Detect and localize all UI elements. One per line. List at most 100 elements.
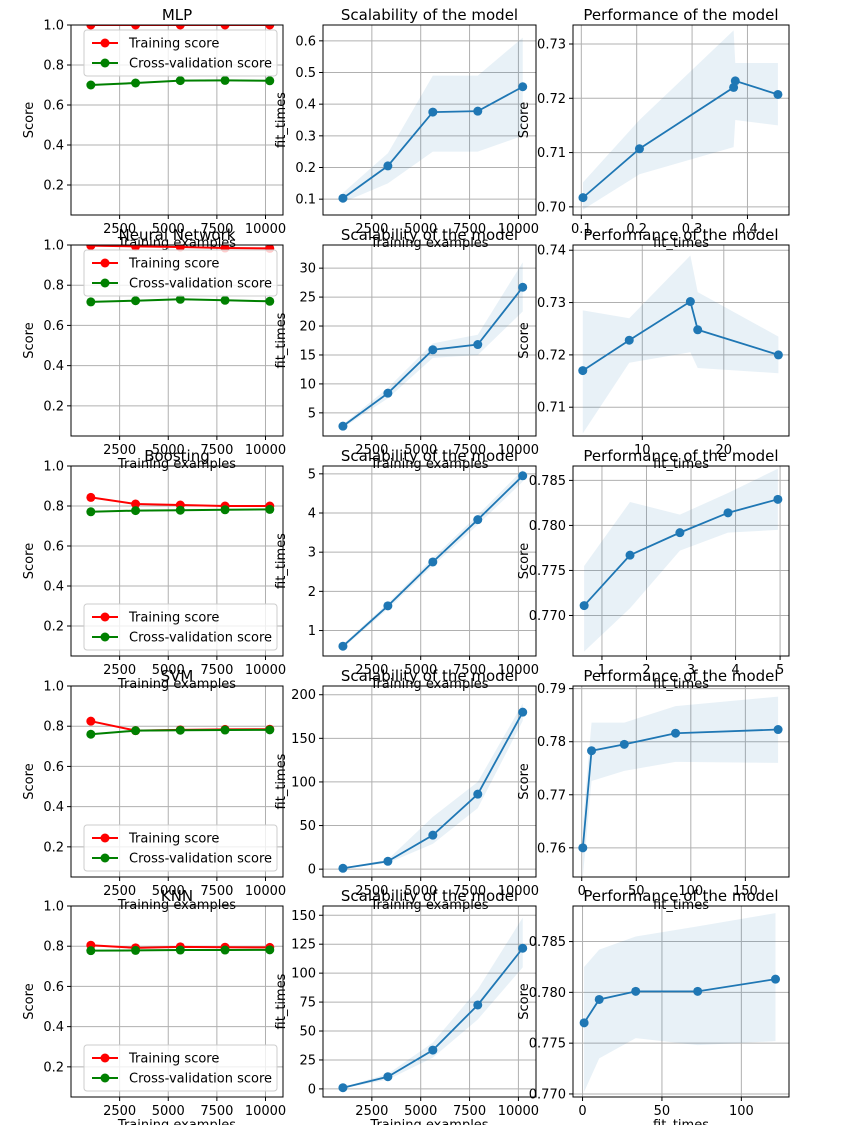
y-tick-label: 1 — [308, 624, 316, 639]
legend-marker — [100, 278, 110, 288]
legend-label: Training score — [128, 832, 219, 847]
data-point — [131, 296, 141, 306]
x-axis-label: Training examples — [369, 457, 488, 472]
x-tick-label: 10000 — [245, 222, 286, 237]
x-tick-label: 0 — [578, 884, 586, 899]
data-point — [473, 106, 483, 116]
x-tick-label: 7500 — [453, 222, 486, 237]
panel-title: Performance of the model — [583, 447, 778, 465]
y-axis-label: Score — [517, 763, 532, 799]
data-point — [338, 641, 348, 651]
y-tick-label: 30 — [299, 262, 316, 277]
x-tick-label: 0.4 — [737, 222, 758, 237]
y-tick-label: 5 — [308, 467, 316, 482]
panel-learning-2: 2500 5000 7500 10000 0.2 0.4 0.6 0.8 1.0 Training… — [22, 447, 286, 692]
data-point — [131, 506, 141, 516]
x-tick-label: 2500 — [103, 1104, 136, 1119]
legend-label: Cross-validation score — [129, 852, 272, 867]
y-axis-label: fit_times — [274, 92, 289, 148]
confidence-band — [342, 703, 523, 869]
data-point — [587, 746, 597, 756]
plot-area — [86, 492, 275, 517]
data-point — [634, 144, 644, 154]
axes-frame — [70, 905, 284, 1098]
data-point — [619, 739, 629, 749]
y-tick-label: 0.4 — [43, 580, 64, 595]
x-tick-label: 150 — [733, 884, 758, 899]
x-axis-label: Training examples — [117, 677, 236, 692]
data-point — [131, 499, 141, 509]
data-point — [86, 25, 96, 30]
data-point — [631, 986, 641, 996]
x-tick-label: 5000 — [404, 1104, 437, 1119]
data-point — [131, 78, 141, 88]
y-tick-label: 0.8 — [43, 940, 64, 955]
data-point — [383, 601, 393, 611]
axes-frame — [322, 905, 537, 1098]
data-point — [578, 843, 588, 853]
y-tick-label: 3 — [308, 546, 316, 561]
x-tick-label: 2 — [642, 663, 650, 678]
plot-area — [579, 913, 780, 1092]
axes-frame — [70, 244, 284, 437]
panel-learning-3: 2500 5000 7500 10000 0.2 0.4 0.6 0.8 1.0 Training… — [22, 667, 286, 913]
data-point — [86, 729, 96, 739]
y-tick-label: 0.780 — [529, 519, 566, 534]
y-tick-label: 0.2 — [295, 161, 316, 176]
panel-performance-0: 0.1 0.2 0.3 0.4 0.70 0.71 0.72 0.73 fit_times Sco… — [517, 6, 790, 251]
y-tick-label: 75 — [299, 996, 316, 1011]
data-point — [579, 601, 589, 611]
data-point — [86, 946, 96, 956]
y-axis-label: Score — [517, 322, 532, 358]
x-tick-label: 10000 — [498, 884, 539, 899]
legend: Training score Cross-validation score — [83, 1044, 278, 1092]
data-point — [265, 25, 275, 30]
x-axis-label: fit_times — [653, 1118, 709, 1125]
data-point — [773, 89, 783, 99]
data-point — [578, 193, 588, 203]
data-point — [338, 421, 348, 431]
x-tick-label: 7500 — [200, 663, 233, 678]
panel-title: Boosting — [144, 447, 210, 465]
y-tick-label: 0.73 — [537, 296, 566, 311]
y-axis-label: Score — [22, 322, 37, 358]
panel-title: SVM — [161, 667, 194, 685]
y-tick-label: 0.3 — [295, 129, 316, 144]
x-tick-label: 5000 — [152, 663, 185, 678]
legend-marker — [100, 258, 110, 268]
data-point — [338, 863, 348, 873]
legend-label: Cross-validation score — [129, 277, 272, 292]
y-tick-label: 1.0 — [43, 239, 64, 254]
x-tick-label: 10000 — [245, 884, 286, 899]
x-tick-label: 10000 — [245, 1104, 286, 1119]
y-tick-label: 150 — [291, 909, 316, 924]
y-tick-label: 0.8 — [43, 59, 64, 74]
y-axis-label: fit_times — [274, 312, 289, 368]
data-point — [131, 25, 141, 30]
legend-box — [83, 249, 278, 297]
data-point — [579, 1018, 589, 1028]
data-point — [473, 515, 483, 525]
panel-scalability-0: 2500 5000 7500 10000 0.1 0.2 0.3 0.4 0.5 0.6 Train… — [274, 6, 539, 251]
data-point — [518, 82, 528, 92]
y-tick-label: 0.4 — [295, 98, 316, 113]
data-point — [624, 335, 634, 345]
y-tick-label: 25 — [299, 291, 316, 306]
data-point — [86, 245, 96, 251]
legend-label: Training score — [128, 611, 219, 626]
x-tick-label: 10000 — [498, 1104, 539, 1119]
x-tick-label: 5 — [776, 663, 784, 678]
y-tick-label: 0.2 — [43, 840, 64, 855]
x-tick-label: 7500 — [453, 1104, 486, 1119]
x-axis-label: Training examples — [369, 1118, 488, 1125]
y-tick-label: 0.2 — [43, 1060, 64, 1075]
y-axis-label: Score — [517, 983, 532, 1019]
y-tick-label: 0.785 — [529, 935, 566, 950]
y-tick-label: 0.76 — [537, 841, 566, 856]
data-point — [265, 725, 275, 735]
x-tick-label: 7500 — [200, 443, 233, 458]
y-tick-label: 0.5 — [295, 66, 316, 81]
data-point — [338, 1083, 348, 1093]
x-axis-label: fit_times — [653, 457, 709, 472]
axes-frame — [572, 24, 790, 216]
